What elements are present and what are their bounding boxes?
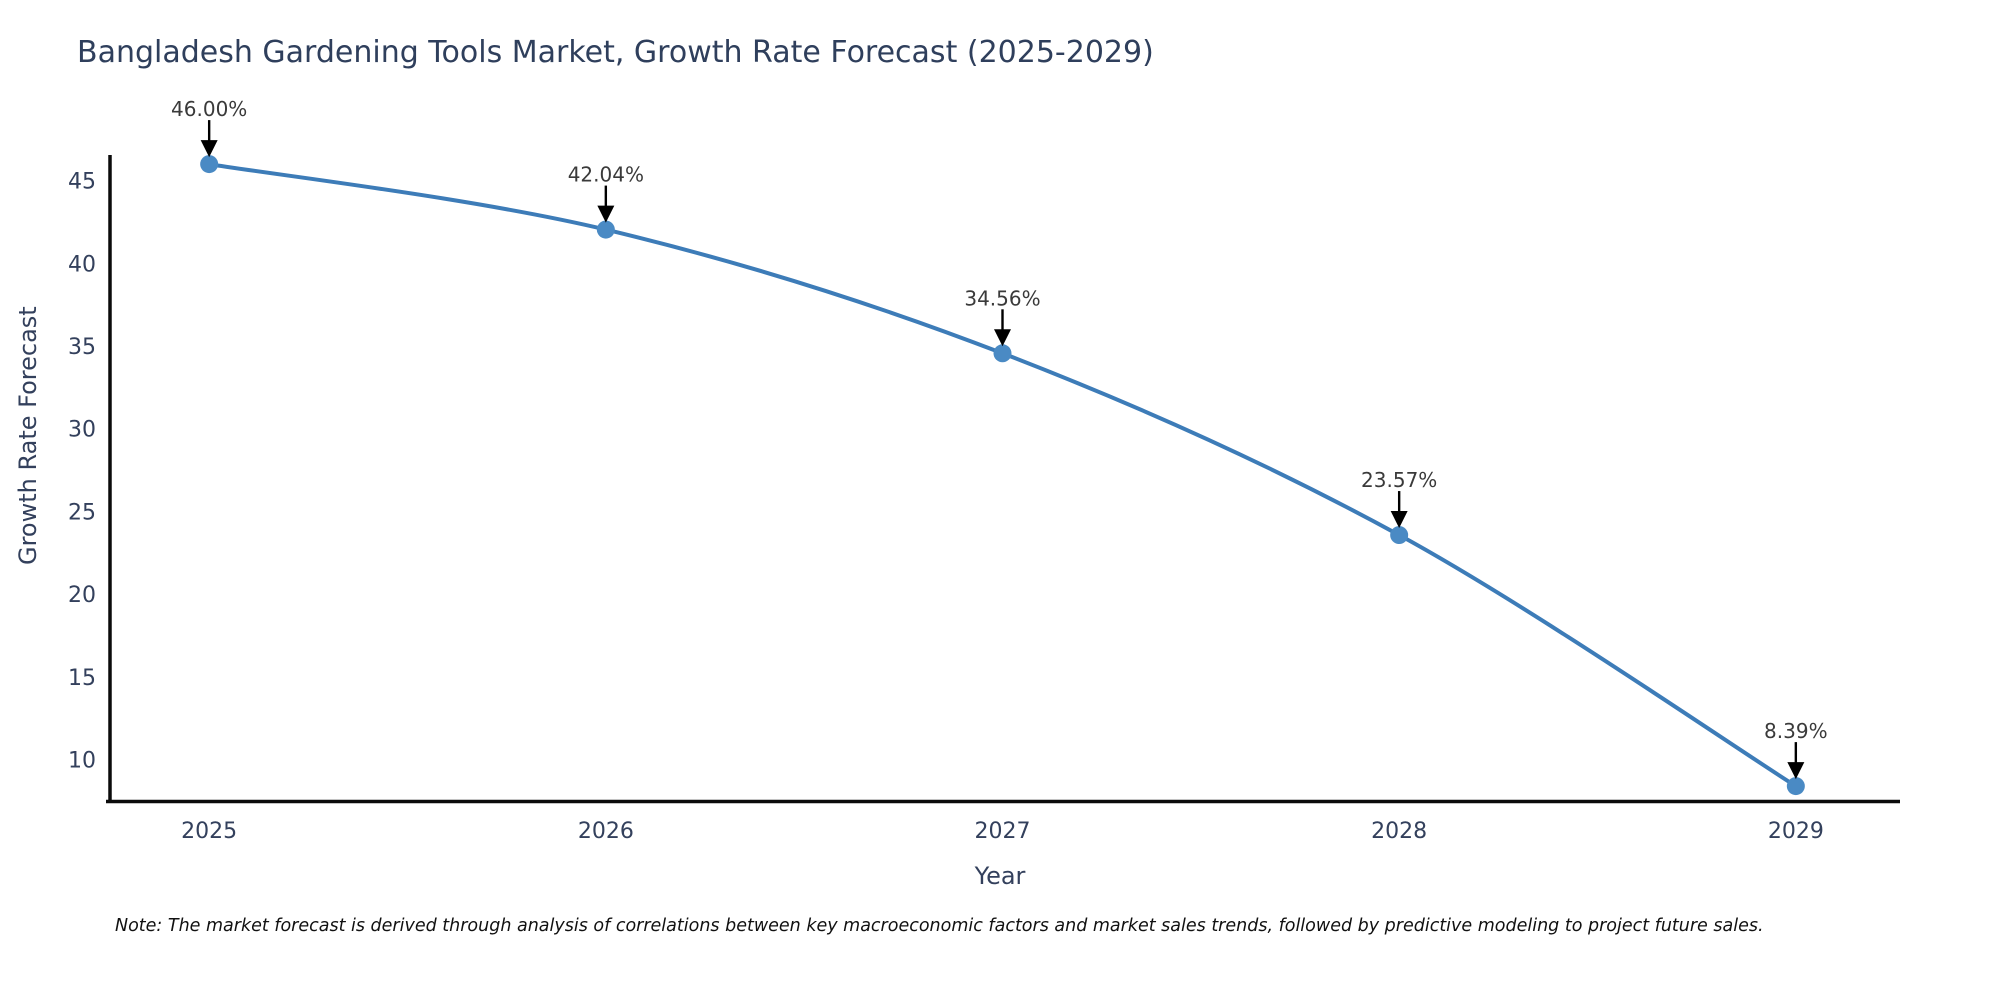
annotation-arrow-head (1390, 511, 1408, 529)
x-tick-label: 2027 (975, 819, 1031, 844)
y-tick-label: 45 (68, 170, 96, 195)
annotation-arrow-head (597, 205, 615, 223)
data-point-marker (993, 344, 1012, 363)
x-tick-label: 2029 (1768, 819, 1824, 844)
data-point-label: 8.39% (1764, 719, 1828, 743)
data-point-label: 34.56% (964, 286, 1040, 310)
data-point-marker (1390, 526, 1409, 545)
y-tick-label: 20 (68, 583, 96, 608)
annotation-arrow-head (200, 140, 218, 158)
data-point-label: 42.04% (568, 163, 644, 187)
x-tick-label: 2025 (181, 819, 237, 844)
data-point-label: 46.00% (171, 97, 247, 121)
forecast-line (207, 162, 1798, 789)
annotation-arrow-head (994, 329, 1011, 347)
y-tick-label: 30 (68, 418, 96, 443)
x-tick-label: 2028 (1371, 819, 1427, 844)
y-tick-label: 15 (68, 666, 96, 691)
y-tick-label: 25 (68, 500, 96, 525)
y-tick-label: 10 (68, 748, 96, 773)
y-axis-title: Growth Rate Forecast (14, 306, 42, 565)
x-axis-title: Year (974, 862, 1026, 890)
data-point-marker (1786, 777, 1805, 796)
y-tick-label: 40 (68, 252, 96, 277)
data-point-label: 23.57% (1361, 468, 1437, 492)
chart-title: Bangladesh Gardening Tools Market, Growt… (77, 35, 1154, 70)
data-point-marker (200, 155, 219, 174)
y-tick-label: 35 (68, 335, 96, 360)
annotation-arrow-head (1787, 762, 1805, 780)
data-point-marker (596, 220, 615, 239)
chart-footnote: Note: The market forecast is derived thr… (115, 916, 1764, 936)
x-tick-label: 2026 (578, 819, 634, 844)
